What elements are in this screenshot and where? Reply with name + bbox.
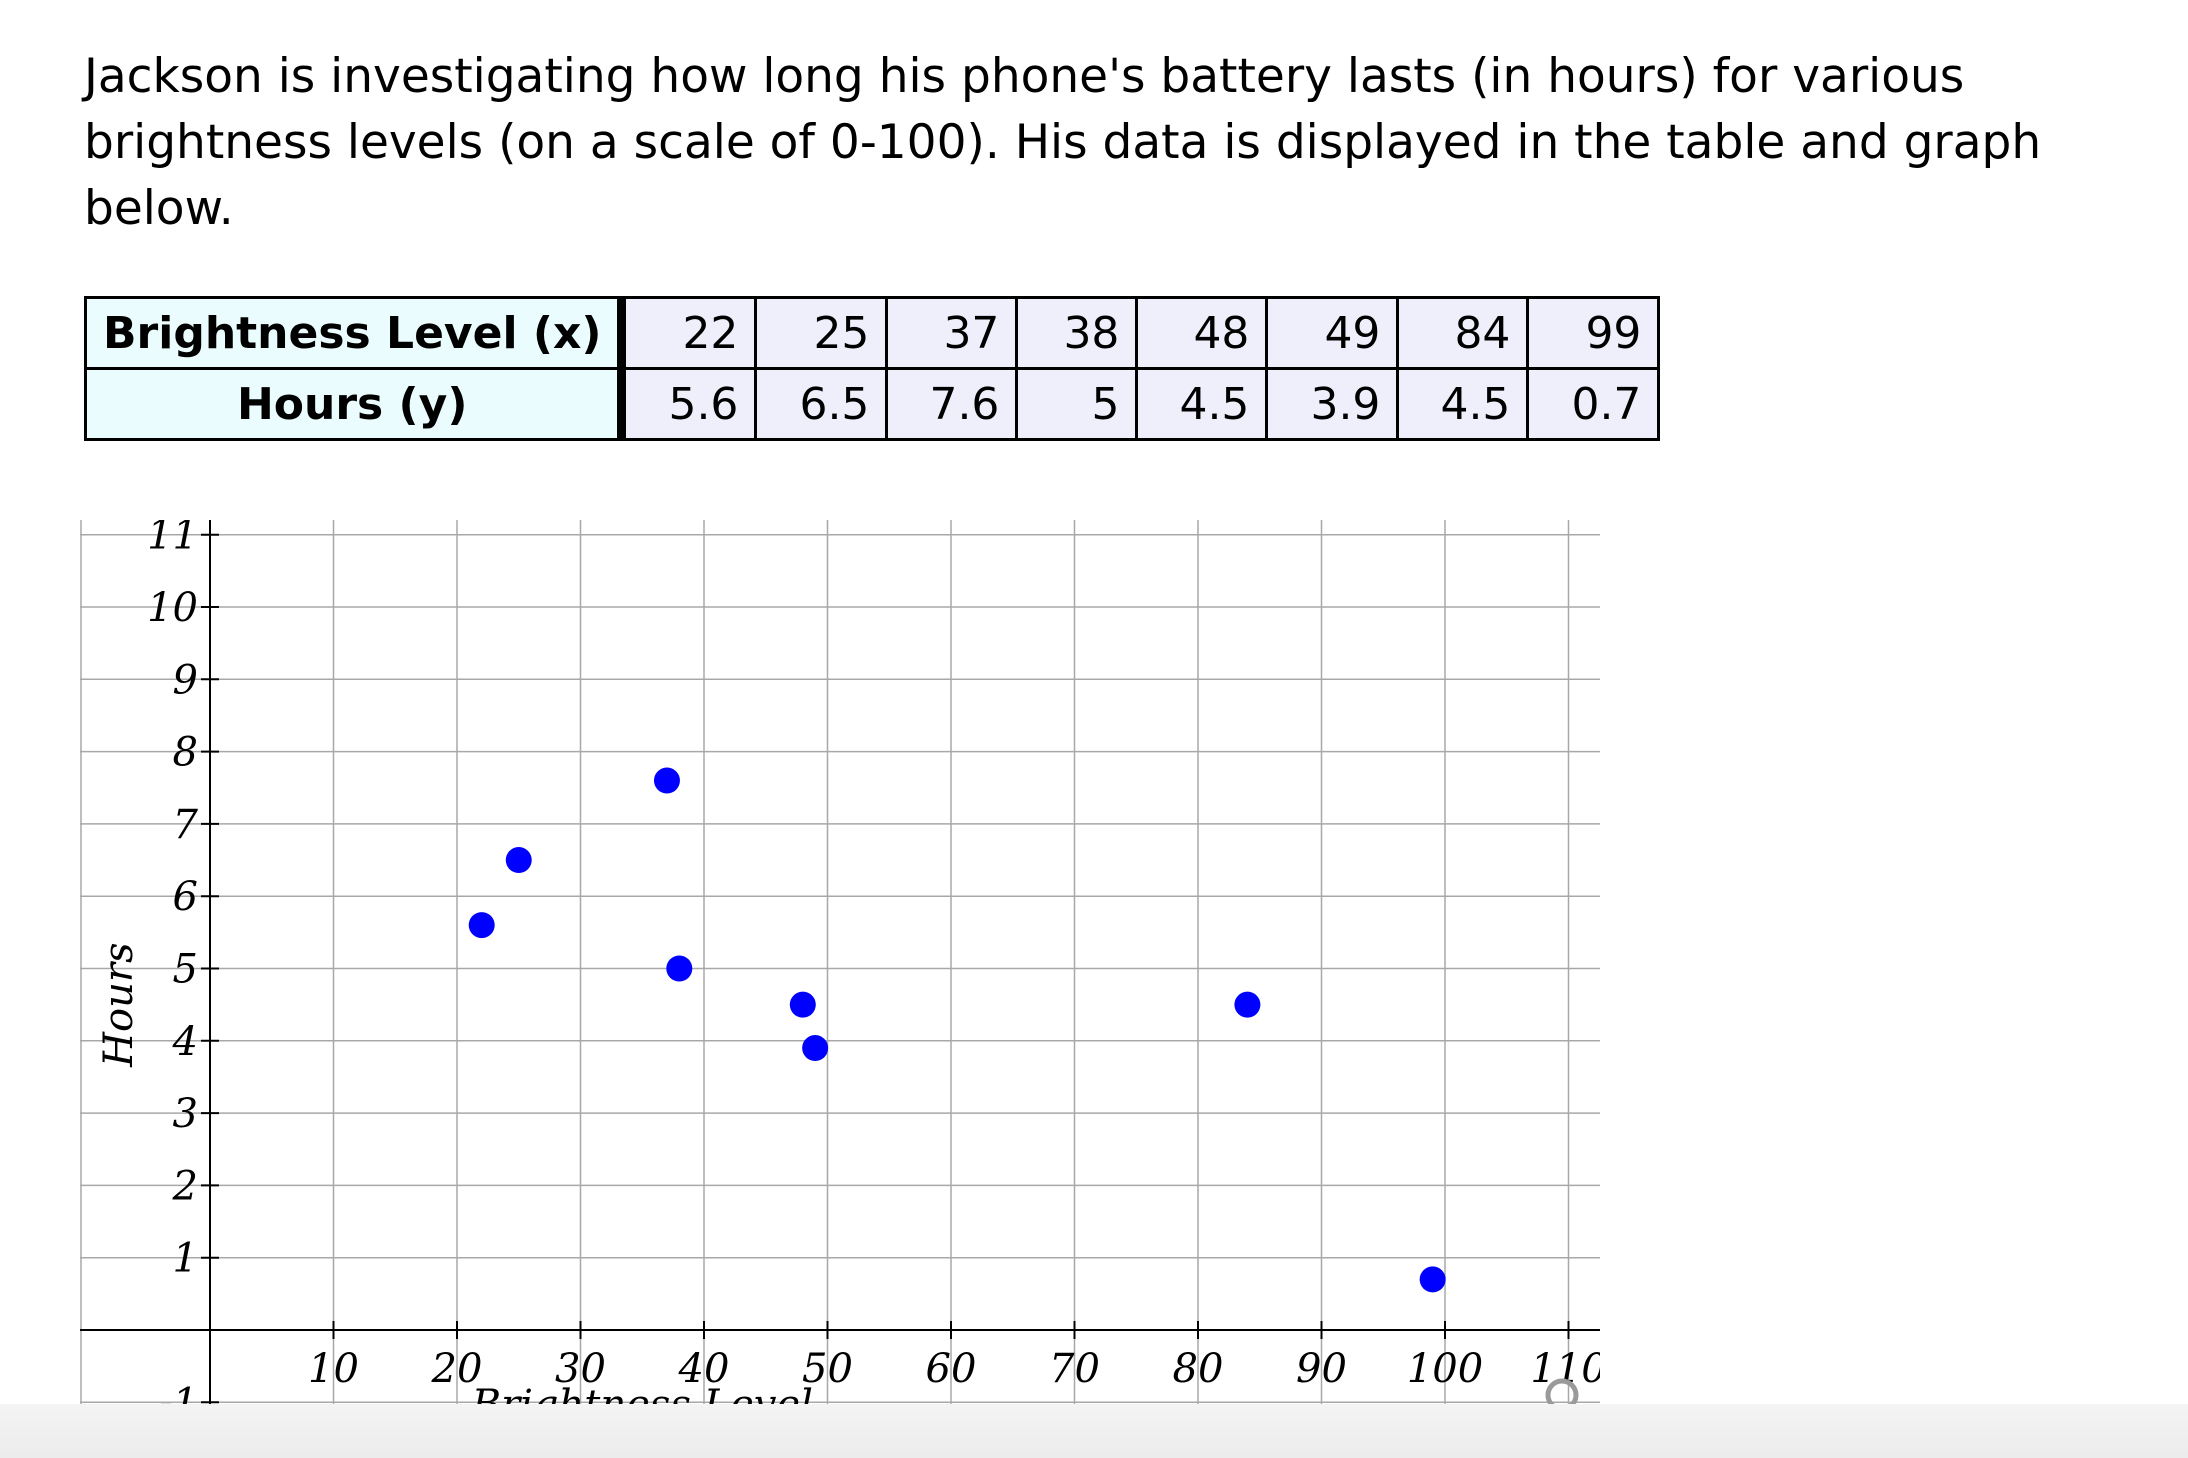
data-table: Brightness Level (x) 22 25 37 38 48 49 8…	[83, 296, 1661, 441]
y-axis-label: Hours	[96, 942, 142, 1067]
cell-x: 48	[1135, 296, 1269, 370]
cell-y: 3.9	[1265, 367, 1400, 441]
y-tick-label: 8	[173, 730, 198, 776]
y-tick-label: 7	[173, 802, 199, 848]
x-tick-label: 50	[802, 1346, 853, 1392]
table-row-x: Brightness Level (x) 22 25 37 38 48 49 8…	[83, 296, 1661, 370]
data-point	[666, 955, 693, 982]
grid-lines	[80, 520, 1600, 1414]
cell-y: 7.6	[885, 367, 1019, 441]
cell-y: 6.5	[754, 367, 889, 441]
axes	[80, 520, 1600, 1414]
x-tick-label: 90	[1296, 1346, 1347, 1392]
question-text: Jackson is investigating how long his ph…	[84, 49, 2042, 236]
scatter-graph[interactable]: 10 20 30 40 50 60 70 80 90 100 110 1110987654321-1…	[80, 520, 1600, 1420]
y-tick-label: 1	[173, 1236, 198, 1282]
x-tick-label: 20	[431, 1346, 483, 1392]
row-header-brightness: Brightness Level (x)	[83, 296, 627, 370]
cell-x: 25	[754, 296, 889, 370]
data-point	[468, 912, 495, 939]
x-tick-label: 30	[555, 1346, 606, 1392]
data-point	[505, 847, 532, 874]
y-tick-label: 4	[172, 1019, 198, 1065]
row-header-hours: Hours (y)	[83, 367, 627, 441]
y-tick-label: 3	[173, 1091, 198, 1137]
cell-y: 0.7	[1526, 367, 1661, 441]
data-point	[653, 767, 680, 794]
cell-x: 84	[1396, 296, 1530, 370]
cell-y: 4.5	[1396, 367, 1530, 441]
cell-x: 38	[1015, 296, 1139, 370]
data-point	[1234, 991, 1261, 1018]
x-tick-label: 60	[926, 1346, 977, 1392]
y-tick-label: 6	[173, 874, 198, 920]
x-tick-label: 100	[1407, 1346, 1483, 1392]
bottom-bar	[0, 1404, 2188, 1458]
y-tick-label: 5	[173, 947, 198, 993]
graph-background	[80, 520, 1600, 1420]
y-tick-label: 10	[147, 585, 198, 631]
y-tick-label: 9	[173, 657, 198, 703]
y-tick-label: 11	[147, 520, 198, 559]
x-tick-label: 110	[1530, 1346, 1600, 1392]
x-tick-label: 10	[308, 1346, 359, 1392]
x-tick-labels: 10 20 30 40 50 60 70 80 90 100 110	[308, 1346, 1600, 1392]
x-tick-label: 70	[1049, 1346, 1100, 1392]
table-row-y: Hours (y) 5.6 6.5 7.6 5 4.5 3.9 4.5 0.7	[83, 367, 1661, 441]
cell-x: 22	[620, 296, 758, 370]
data-point	[1419, 1266, 1446, 1293]
y-tick-label: 2	[172, 1163, 198, 1209]
cell-y: 4.5	[1135, 367, 1269, 441]
data-point	[802, 1035, 829, 1062]
cell-y: 5.6	[620, 367, 758, 441]
x-tick-label: 80	[1173, 1346, 1224, 1392]
x-tick-label: 40	[678, 1346, 730, 1392]
cell-x: 99	[1526, 296, 1661, 370]
data-point	[789, 991, 816, 1018]
data-points	[468, 767, 1446, 1293]
cell-x: 49	[1265, 296, 1400, 370]
cell-y: 5	[1015, 367, 1139, 441]
cell-x: 37	[885, 296, 1019, 370]
